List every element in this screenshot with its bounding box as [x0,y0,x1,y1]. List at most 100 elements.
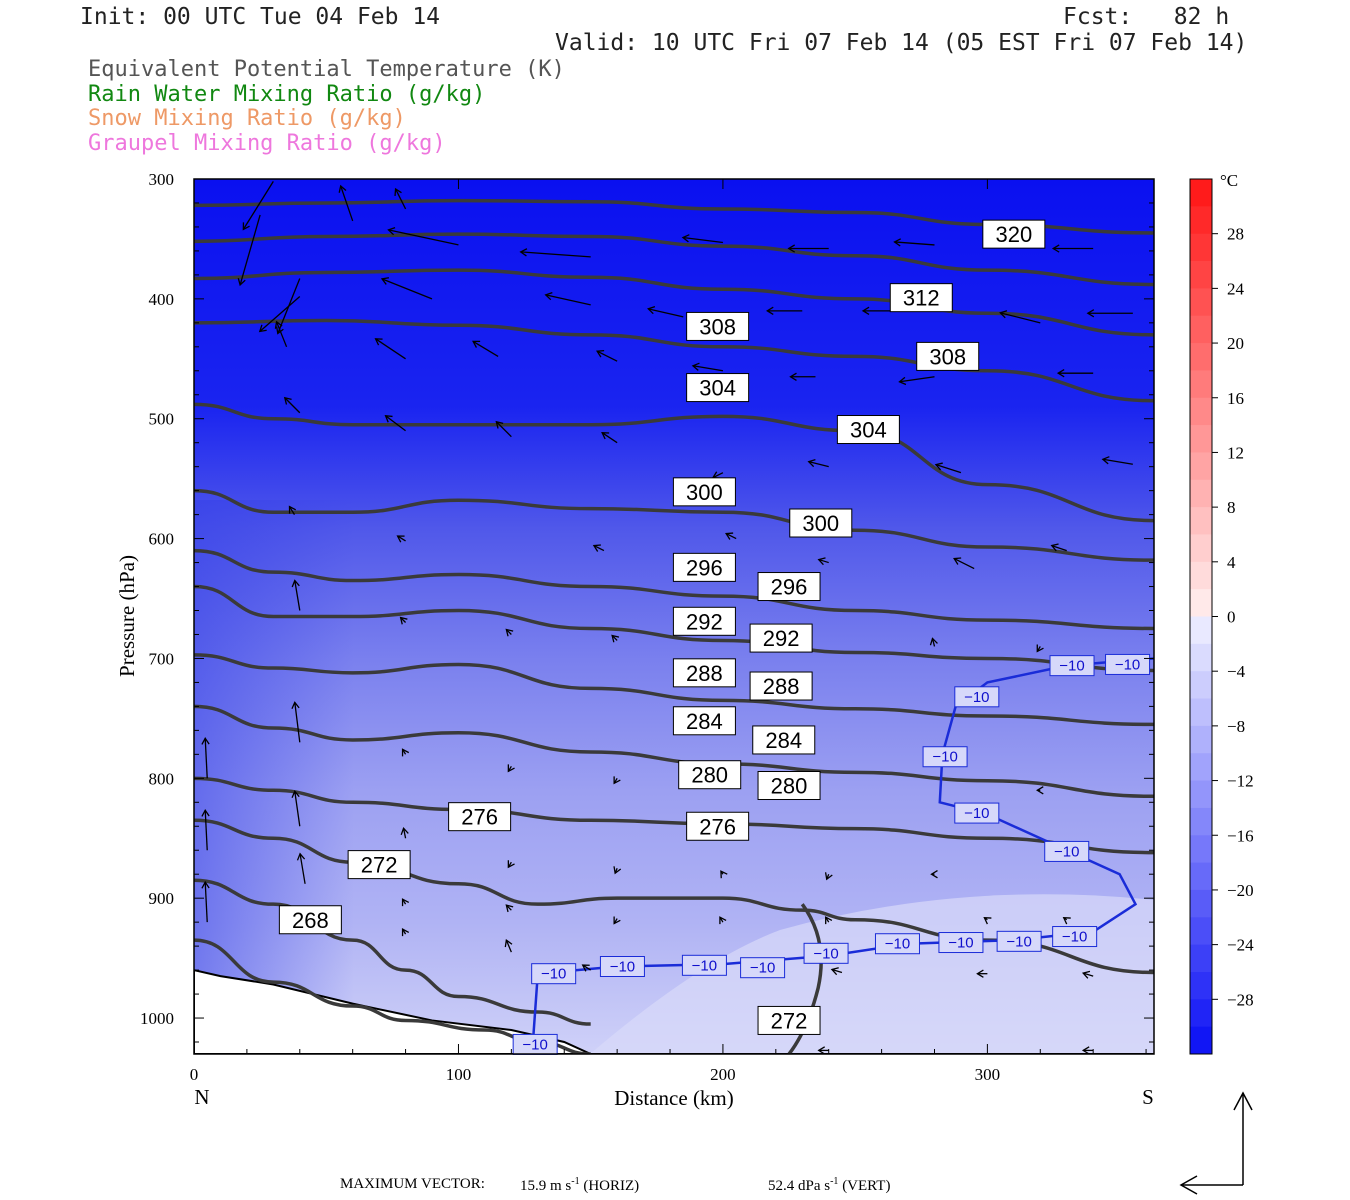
legend-theta-e: Equivalent Potential Temperature (K) [88,57,565,82]
y-tick-label: 400 [149,290,175,309]
forecast-hour: Fcst: 82 h [1063,4,1230,30]
wind-vector [296,852,306,884]
temperature-label: −10 [692,957,717,974]
colorbar-swatch [1190,507,1212,535]
wind-vector [291,579,301,611]
temperature-label-box [954,686,1000,708]
theta-e-contour-304 [194,402,1154,523]
colorbar-swatch [1190,671,1212,700]
wind-vector [394,187,407,210]
colorbar-swatch [1190,233,1212,262]
colorbar-swatch [1190,971,1212,1000]
temperature-label-box [1049,655,1095,677]
horiz-tag: (HORIZ) [583,1178,640,1194]
theta-e-label-box [982,219,1046,249]
y-tick-label: 1000 [140,1009,174,1028]
theta-e-contour-284 [194,704,1154,799]
temperature-label: −10 [964,689,989,706]
theta-e-label: 312 [903,286,940,311]
wind-vector [387,227,459,246]
temperature-label: −10 [813,945,838,962]
theta-e-contour-272-south [787,903,823,1054]
wind-vector [544,292,591,306]
plot-frame [193,178,1155,1055]
theta-e-label-box [686,311,750,341]
colorbar-swatch [1190,889,1212,918]
wind-vector [929,637,938,647]
colorbar-swatch [1190,917,1212,946]
x-tick-label: 100 [446,1065,472,1084]
theta-e-label: 304 [699,376,736,401]
wind-vector [789,372,816,381]
valid-time: Valid: 10 UTC Fri 07 Feb 14 (05 EST Fri … [555,30,1248,56]
temperature-label: −10 [1006,933,1031,950]
legend-snow: Snow Mixing Ratio (g/kg) [88,106,406,131]
wind-vector [1056,369,1094,378]
wind-vector [976,969,988,978]
temperature-label: −10 [522,1036,547,1053]
theta-e-label-box [672,706,736,736]
theta-e-contour-272 [194,878,591,1026]
colorbar-label: 28 [1227,225,1244,244]
wind-vector [495,420,512,438]
wind-vector [472,340,499,357]
colorbar-swatch [1190,425,1212,453]
colorbar-swatch [1190,288,1212,317]
x-tick-label: 0 [190,1065,199,1084]
temperature-label-box [531,963,577,985]
wind-vector [338,184,354,222]
wind-vector [1050,543,1067,552]
wind-vector [613,916,621,925]
colorbar-swatch [1190,944,1212,973]
temperature-label: −10 [541,966,566,983]
colorbar-swatch [1190,780,1212,809]
wind-vector [825,916,833,925]
wind-vector [893,238,935,247]
horiz-unit-exponent: -1 [571,1176,580,1187]
wind-vector [401,898,410,907]
colorbar-swatch [1190,315,1212,344]
temperature-label-box [599,956,645,977]
colorbar-swatch [1190,206,1212,235]
theta-e-contour-280 [194,776,1154,855]
theta-e-label-box [672,606,736,636]
theta-e-label-box [672,658,736,688]
wind-vector [201,808,210,851]
x-left-end-label: N [194,1085,209,1109]
wind-vector [983,917,992,925]
wind-vector [374,338,406,360]
horiz-value: 15.9 m s [520,1178,572,1194]
wind-vector [725,532,737,540]
theta-e-label-box [752,725,816,755]
max-vector-horiz: 15.9 m s-1 (HORIZ) [520,1176,639,1195]
wind-vector [647,306,684,318]
colorbar-swatch [1190,999,1212,1028]
reference-vector-icon [1179,1091,1253,1195]
vert-tag: (VERT) [842,1178,891,1194]
wind-vector [596,349,618,362]
colorbar-label: −24 [1227,936,1254,955]
colorbar-swatch [1190,616,1212,645]
theta-e-contour-308 [194,318,1154,403]
theta-e-label-box [757,572,821,602]
init-time: Init: 00 UTC Tue 04 Feb 14 [80,4,441,30]
cold-left-shading [194,500,354,1054]
x-tick-label: 300 [975,1065,1001,1084]
wind-vector [507,860,515,869]
colorbar-label: −28 [1227,990,1254,1009]
wind-vector [807,459,829,468]
wind-vector [201,880,210,923]
x-axis-label: Distance (km) [614,1086,734,1110]
wind-vector [288,505,297,515]
y-tick-label: 700 [149,649,175,668]
theta-e-label: 280 [691,763,728,788]
wind-vector [504,938,513,953]
temperature-label: −10 [750,960,775,977]
max-vector-vert: 52.4 dPa s-1 (VERT) [768,1176,890,1195]
colorbar-label: 12 [1227,443,1244,462]
colorbar-unit: °C [1220,171,1238,190]
wind-vector [824,872,833,881]
temperature-label-box [803,942,849,964]
wind-vector [291,790,301,827]
colorbar-swatch [1190,479,1212,508]
